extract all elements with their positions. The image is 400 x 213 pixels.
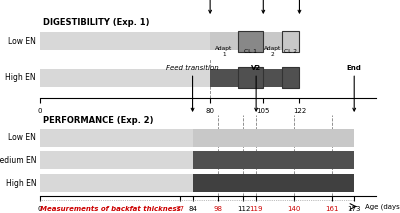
Text: High EN: High EN <box>6 178 36 187</box>
Text: Medium EN: Medium EN <box>0 156 36 165</box>
Text: Adapt
1: Adapt 1 <box>215 46 232 57</box>
Text: V1 Start: V1 Start <box>194 0 226 13</box>
Text: CL 1: CL 1 <box>244 49 257 54</box>
Bar <box>210 32 238 50</box>
Text: V2: V2 <box>258 0 268 13</box>
Bar <box>282 31 300 52</box>
Text: DIGESTIBILITY (Exp. 1): DIGESTIBILITY (Exp. 1) <box>43 18 150 27</box>
Bar <box>238 31 263 52</box>
Bar <box>40 151 354 169</box>
Bar <box>40 69 210 87</box>
Bar <box>238 67 263 88</box>
Bar <box>263 69 282 87</box>
Bar <box>282 67 300 88</box>
Text: CL 2: CL 2 <box>284 49 298 54</box>
Bar <box>40 32 210 50</box>
Text: Age (days): Age (days) <box>365 203 400 210</box>
Text: Low EN: Low EN <box>8 37 36 46</box>
Bar <box>40 129 354 147</box>
Text: Low EN: Low EN <box>8 133 36 142</box>
Text: V2: V2 <box>251 65 261 111</box>
Bar <box>263 32 282 50</box>
Bar <box>40 174 354 192</box>
Bar <box>192 174 354 192</box>
Bar <box>192 151 354 169</box>
Text: High EN: High EN <box>5 73 36 82</box>
Text: Feed transition: Feed transition <box>166 65 219 111</box>
Text: PERFORMANCE (Exp. 2): PERFORMANCE (Exp. 2) <box>43 116 154 125</box>
Text: Measurements of backfat thickness: Measurements of backfat thickness <box>40 206 181 212</box>
Text: End: End <box>347 65 362 111</box>
Text: Adapt
2: Adapt 2 <box>264 46 282 57</box>
Text: End: End <box>292 0 307 13</box>
Bar <box>192 129 354 147</box>
Bar <box>210 69 238 87</box>
